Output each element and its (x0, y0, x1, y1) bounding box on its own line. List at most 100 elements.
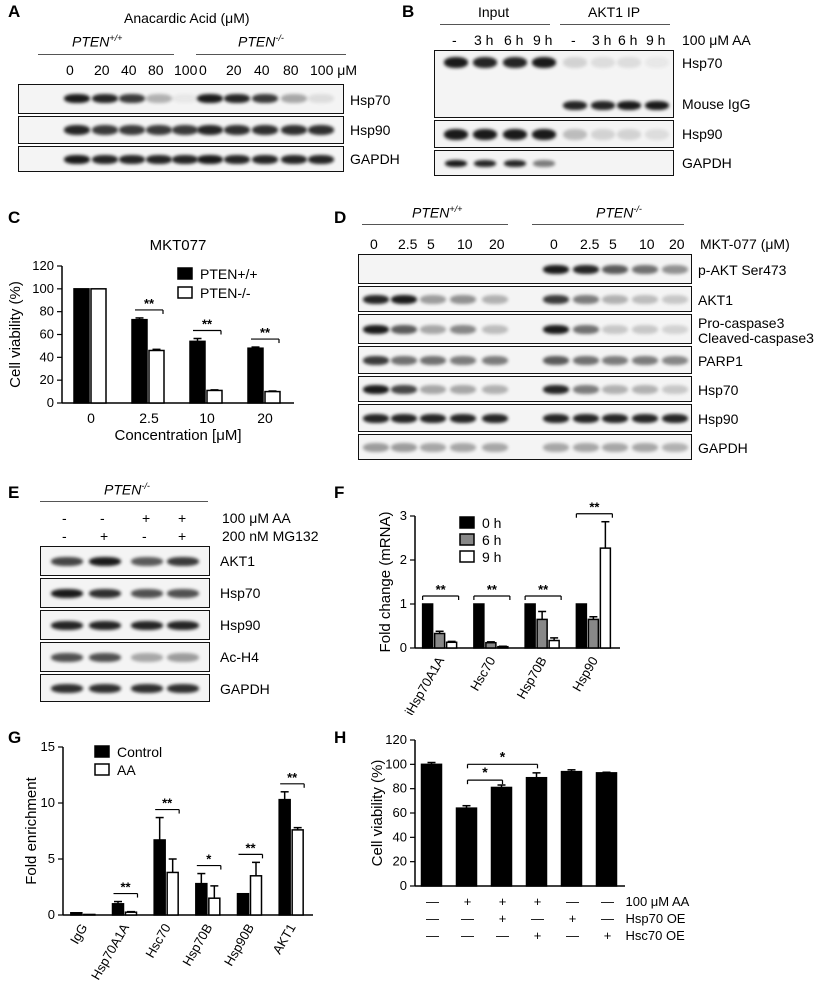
sign: + (178, 528, 187, 544)
blot-band (64, 125, 90, 135)
blot-band (591, 129, 615, 140)
blot-band (92, 94, 118, 103)
group-label-wt: PTEN+/+ (412, 204, 463, 221)
blot-band (363, 295, 389, 304)
blot-band (420, 325, 446, 334)
group-line (532, 224, 684, 225)
blot-akt1 (40, 546, 210, 576)
sign: — (601, 894, 614, 909)
y-tick-label: 80 (40, 304, 54, 319)
blot-band (632, 356, 658, 365)
lane-label: 40 (254, 62, 270, 78)
y-tick-label: 1 (400, 596, 407, 611)
sign: — (461, 911, 474, 926)
blot-band (167, 621, 199, 630)
legend-label: 9 h (482, 549, 501, 565)
blot-band (363, 356, 389, 365)
x-tick-label: Hsp70B (514, 654, 550, 702)
panel-title: Anacardic Acid (μM) (124, 10, 250, 26)
lane-label: 5 (609, 236, 617, 252)
blot-band (420, 385, 446, 394)
bar (153, 839, 166, 916)
bar (247, 347, 264, 404)
blot-hsp90 (358, 404, 692, 432)
bar (83, 913, 96, 916)
blot-band (391, 356, 417, 365)
blot-band (363, 443, 389, 452)
y-tick-label: 5 (48, 851, 55, 866)
y-tick-label: 10 (41, 795, 55, 810)
condition-label: 100 μM AA (626, 894, 690, 909)
bar (124, 911, 138, 916)
significance-mark: ** (162, 796, 173, 811)
significance-mark: * (206, 852, 212, 867)
blot-band (662, 385, 688, 394)
blot-band (632, 443, 658, 452)
blot-band (573, 414, 599, 423)
row-label: AKT1 (220, 553, 256, 569)
blot-band (444, 57, 468, 68)
y-axis-label: Cell viability (%) (7, 281, 24, 388)
y-tick-label: 40 (40, 349, 54, 364)
y-tick-label: 20 (40, 372, 54, 387)
blot-band (563, 57, 587, 68)
blot-band (450, 385, 476, 394)
lane-label: 80 (283, 62, 299, 78)
blot-band (146, 94, 172, 103)
legend-label: 0 h (482, 515, 501, 531)
bar (249, 875, 263, 916)
blot-band (474, 160, 496, 167)
blot-band (602, 414, 628, 423)
blot-band (482, 443, 508, 452)
bar (433, 632, 446, 649)
blot-band (563, 129, 587, 140)
blot-band (51, 589, 83, 598)
x-tick-label: Hsc70 (467, 654, 498, 693)
blot-band (131, 557, 163, 566)
significance-mark: ** (538, 582, 549, 597)
x-tick-label: iHsp70A1A (402, 654, 448, 715)
blot-band (167, 557, 199, 566)
row-label: Hsp70 (350, 92, 391, 108)
blot-band (197, 155, 223, 164)
sign: — (601, 911, 614, 926)
sign: - (100, 510, 105, 526)
group-label: AKT1 IP (588, 4, 641, 20)
treatment-label: 100 μM AA (682, 32, 751, 48)
bar (587, 618, 600, 649)
sign: — (531, 911, 544, 926)
group-line (362, 224, 508, 225)
y-tick-label: 40 (393, 829, 407, 844)
panel-label: G (8, 728, 22, 747)
bar (264, 390, 281, 404)
sign: + (534, 894, 542, 909)
blot-band (131, 653, 163, 662)
lane-label: 6 h (504, 32, 524, 48)
y-tick-label: 60 (40, 327, 54, 342)
legend-swatch (94, 745, 110, 758)
legend-label: 6 h (482, 532, 501, 548)
blot-band (51, 684, 83, 693)
sign: — (566, 928, 579, 943)
significance-mark: ** (260, 325, 271, 340)
blot-akt1 (358, 286, 692, 312)
blot-band (363, 414, 389, 423)
chart-f: 0 1 2 3 Fold change (mRNA) iHsp70A1A Hsc70 Hsp7… (377, 500, 620, 715)
x-tick-label: Hsp90 (569, 654, 601, 694)
blot-band (308, 155, 334, 164)
blot-band (172, 155, 198, 164)
significance-mark: * (500, 748, 506, 764)
lane-label: - (571, 32, 576, 48)
blot-band (617, 101, 641, 110)
y-axis-label: Fold enrichment (23, 776, 40, 884)
condition-label: Hsc70 OE (626, 928, 686, 943)
blot-band (89, 557, 121, 566)
blot-band (503, 129, 527, 140)
blot-hsp70 (358, 376, 692, 402)
blot-band (533, 160, 555, 167)
blot-hsp90 (40, 610, 210, 640)
sign: + (569, 911, 577, 926)
condition-label: 100 μM AA (222, 510, 291, 526)
bar (421, 603, 434, 649)
bar (525, 776, 548, 887)
